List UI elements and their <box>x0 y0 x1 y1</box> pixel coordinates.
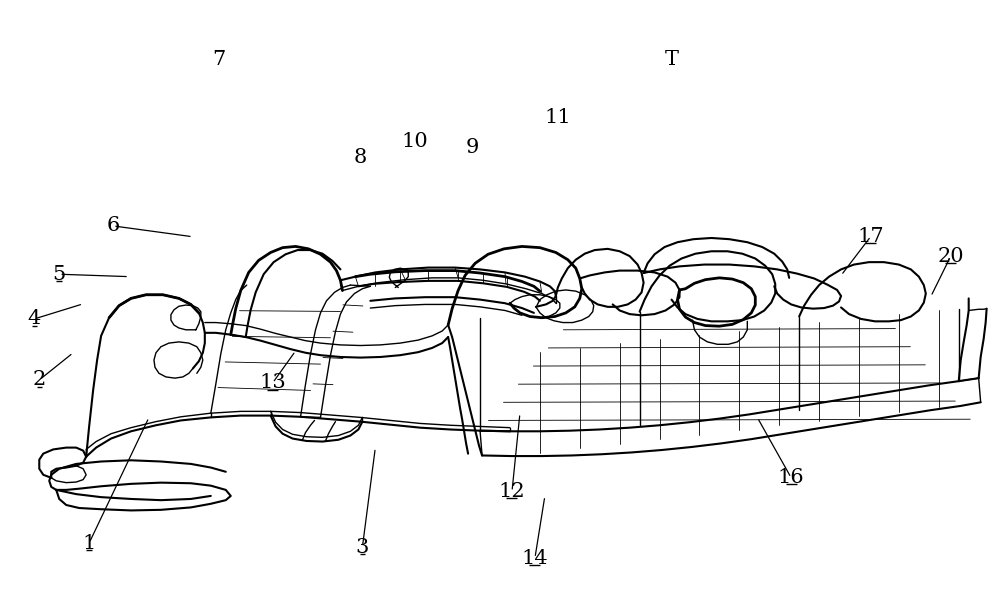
Text: 5: 5 <box>53 264 66 284</box>
Text: 4: 4 <box>28 309 41 328</box>
Text: 2: 2 <box>33 371 46 389</box>
Text: 1: 1 <box>82 534 96 553</box>
Text: 13: 13 <box>259 374 286 392</box>
Text: 17: 17 <box>858 227 884 246</box>
Text: 3: 3 <box>356 538 369 557</box>
Text: 10: 10 <box>402 132 429 151</box>
Text: T: T <box>665 50 679 69</box>
Text: 6: 6 <box>106 216 120 235</box>
Text: 20: 20 <box>937 247 964 266</box>
Text: 16: 16 <box>778 468 805 487</box>
Text: 14: 14 <box>522 549 548 568</box>
Text: 11: 11 <box>544 107 571 127</box>
Text: 9: 9 <box>465 138 479 157</box>
Text: 7: 7 <box>212 50 225 69</box>
Text: 12: 12 <box>499 482 525 501</box>
Text: 8: 8 <box>354 148 367 167</box>
